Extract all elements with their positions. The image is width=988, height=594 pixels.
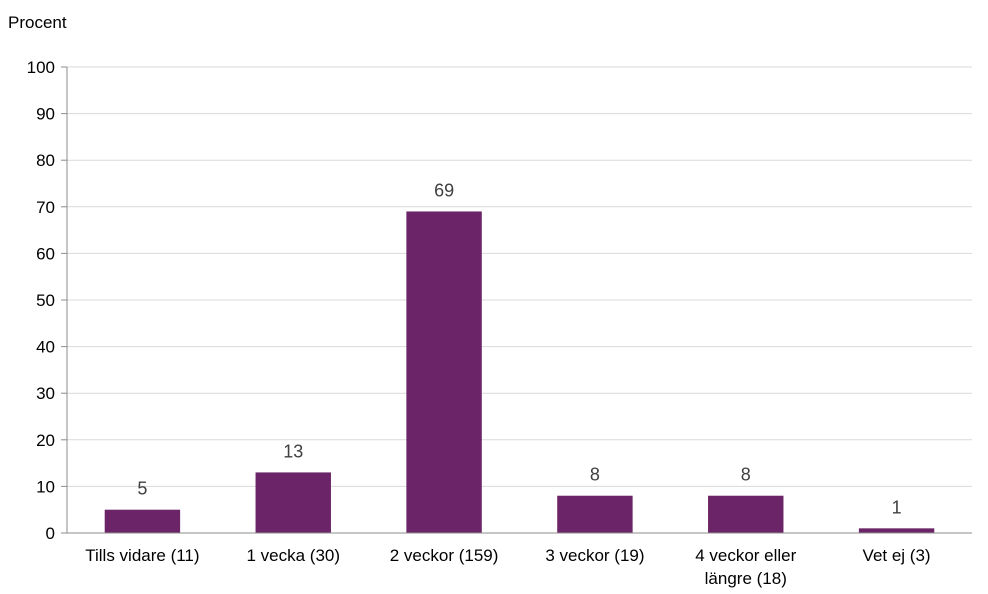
x-tick-label: Vet ej (3): [863, 546, 931, 565]
y-axis-ticks: 0 10 20 30 40 50 60 70 80 90 100: [27, 58, 67, 543]
bar: [255, 472, 331, 533]
bar: [406, 211, 482, 533]
data-label: 69: [434, 180, 454, 200]
y-tick-label: 90: [36, 105, 55, 124]
y-tick-label: 70: [36, 198, 55, 217]
x-tick-label: 1 vecka (30): [246, 546, 340, 565]
data-label: 13: [283, 441, 303, 461]
y-tick-label: 40: [36, 338, 55, 357]
x-tick-label: 4 veckor eller: [695, 546, 796, 565]
x-axis-labels: Tills vidare (11) 1 vecka (30) 2 veckor (1…: [85, 546, 930, 588]
bar: [557, 495, 633, 533]
y-tick-label: 80: [36, 151, 55, 170]
y-tick-label: 100: [27, 58, 55, 77]
y-tick-label: 20: [36, 431, 55, 450]
y-tick-label: 50: [36, 291, 55, 310]
x-tick-label: längre (18): [705, 569, 787, 588]
y-tick-label: 60: [36, 244, 55, 263]
bars: [104, 211, 935, 533]
data-labels: 5 13 69 8 8 1: [137, 180, 901, 517]
x-tick-label: Tills vidare (11): [85, 546, 199, 565]
data-label: 8: [741, 465, 751, 485]
y-tick-label: 0: [46, 524, 55, 543]
data-label: 5: [137, 479, 147, 499]
bar: [858, 528, 935, 533]
bar: [708, 495, 784, 533]
x-tick-label: 2 veckor (159): [390, 546, 499, 565]
gridlines: [67, 66, 972, 487]
data-label: 1: [892, 497, 902, 517]
y-tick-label: 30: [36, 384, 55, 403]
x-tick-label: 3 veckor (19): [545, 546, 644, 565]
y-axis-label: Procent: [8, 13, 67, 32]
bar: [104, 509, 181, 533]
y-tick-label: 10: [36, 477, 55, 496]
data-label: 8: [590, 465, 600, 485]
